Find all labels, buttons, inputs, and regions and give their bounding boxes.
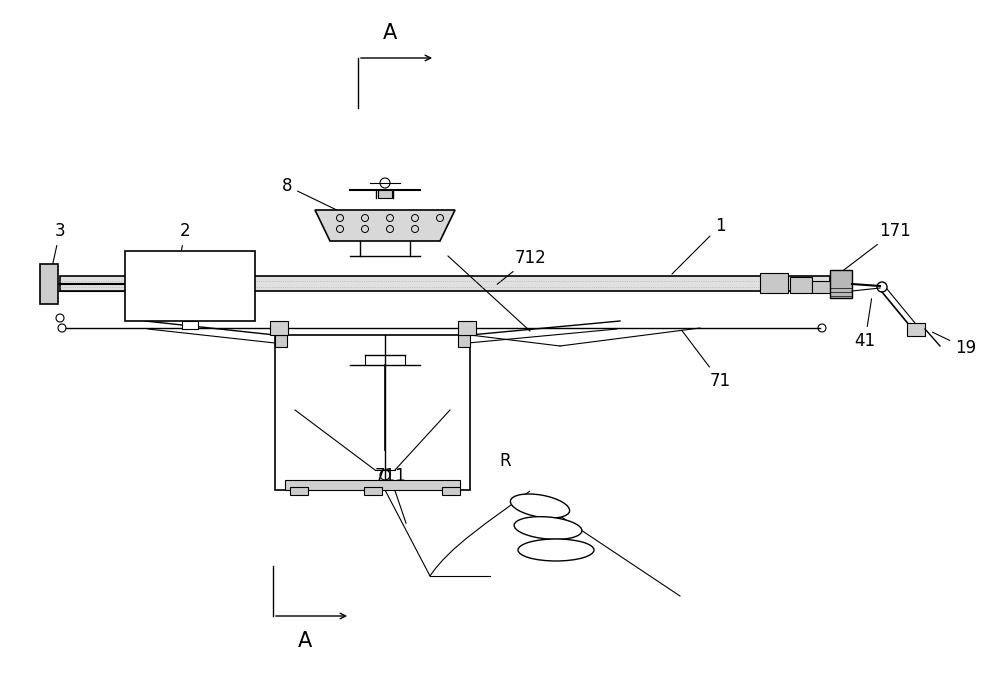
Ellipse shape (518, 539, 594, 561)
Text: 71: 71 (682, 330, 731, 390)
Bar (790, 277, 812, 293)
Bar (125, 251, 255, 321)
Bar (275, 335, 470, 490)
Bar (378, 190, 392, 198)
Bar (442, 487, 460, 495)
Text: 2: 2 (175, 222, 190, 283)
Bar (182, 321, 198, 329)
Bar (458, 335, 470, 347)
Text: A: A (383, 23, 397, 43)
Bar (60, 276, 830, 291)
Bar (285, 480, 460, 490)
Polygon shape (315, 210, 455, 241)
Bar (760, 273, 788, 293)
Ellipse shape (510, 494, 570, 518)
Text: 41: 41 (854, 299, 876, 350)
Bar (275, 335, 287, 347)
Text: 8: 8 (282, 177, 342, 213)
Bar (458, 321, 476, 335)
Ellipse shape (514, 516, 582, 539)
Bar (830, 270, 852, 298)
Text: 19: 19 (933, 332, 976, 357)
Bar (40, 264, 58, 304)
Bar (364, 487, 382, 495)
Text: R: R (499, 452, 511, 470)
Text: 712: 712 (497, 249, 546, 285)
Text: A: A (298, 631, 312, 651)
Text: 711: 711 (374, 467, 406, 523)
Bar (907, 323, 925, 336)
Bar (812, 281, 830, 293)
Bar (290, 487, 308, 495)
Bar (270, 321, 288, 335)
Text: 1: 1 (672, 217, 725, 274)
Text: 171: 171 (838, 222, 911, 274)
Text: 3: 3 (50, 222, 65, 279)
